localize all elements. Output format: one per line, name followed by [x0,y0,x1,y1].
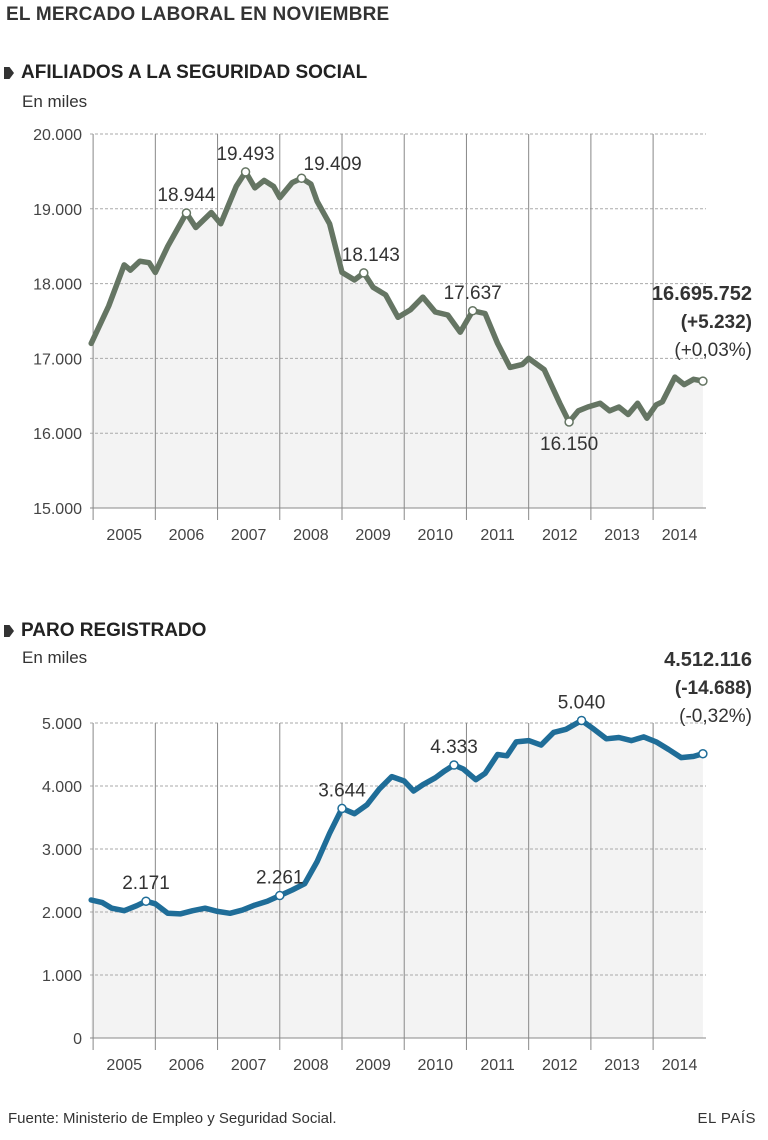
latest-value-label: 4.512.116 [664,649,752,671]
data-label: 19.409 [304,154,362,175]
chart1-header: AFILIADOS A LA SEGURIDAD SOCIAL [4,62,367,84]
latest-data-point [698,376,708,386]
x-tick-label-year: 2005 [106,1057,142,1074]
latest-percent-label: (+0,03%) [674,340,752,361]
y-tick-label: 4.000 [42,779,82,796]
chart1-title: AFILIADOS A LA SEGURIDAD SOCIAL [21,62,368,83]
x-tick-label-year: 2009 [355,527,391,544]
data-label: 2.261 [256,868,304,889]
annotated-data-point [141,896,151,906]
annotated-data-point [576,715,587,726]
x-tick-label-year: 2007 [231,527,267,544]
annotated-data-point [181,208,192,218]
annotated-data-point [359,268,369,278]
x-tick-label-year: 2011 [480,527,515,544]
data-label: 18.944 [157,185,216,206]
infographic-title: EL MERCADO LABORAL EN NOVIEMBRE [6,4,390,25]
x-tick-label-year: 2014 [662,527,698,544]
annotated-data-point [337,803,347,814]
section-marker-icon [4,625,14,637]
chart1-series-line [88,169,706,425]
data-label: 5.040 [558,692,606,713]
x-tick-label-year: 2006 [169,527,205,544]
y-tick-label: 5.000 [42,716,82,733]
x-tick-label-year: 2010 [418,1057,454,1074]
data-label: 19.493 [216,144,274,165]
y-tick-label: 1.000 [42,968,82,985]
y-tick-label: 3.000 [42,842,82,859]
annotated-data-point [467,306,478,316]
section-marker-icon [4,67,14,79]
data-label: 3.644 [318,780,366,801]
annotated-data-point [449,760,459,770]
brand-logo-text: EL PAÍS [697,1110,756,1127]
x-tick-label-year: 2008 [293,1057,329,1074]
data-label: 17.637 [444,283,502,304]
chart2-header: PARO REGISTRADO [4,620,206,642]
annotated-data-point [564,417,574,427]
annotated-data-point [240,167,251,177]
x-tick-label-year: 2011 [480,1057,515,1074]
chart2-series-line [88,717,706,917]
latest-percent-label: (-0,32%) [679,706,752,727]
x-tick-label-year: 2007 [231,1057,267,1074]
y-tick-label: 2.000 [42,905,82,922]
latest-value-label: 16.695.752 [652,283,752,305]
y-tick-label: 15.000 [33,501,82,518]
x-tick-label-year: 2009 [355,1057,391,1074]
y-tick-label: 0 [73,1031,82,1048]
x-tick-label-year: 2008 [293,527,329,544]
source-note: Fuente: Ministerio de Empleo y Seguridad… [8,1110,337,1127]
x-tick-label-year: 2013 [604,527,640,544]
x-tick-label-year: 2012 [542,527,578,544]
chart2-title: PARO REGISTRADO [21,620,207,641]
x-tick-label-year: 2013 [604,1057,640,1074]
annotated-data-point [275,890,285,901]
latest-data-point [698,748,708,759]
chart2-area-fill [91,720,703,1038]
y-tick-label: 19.000 [33,202,82,219]
y-tick-label: 20.000 [33,127,82,144]
chart2-unemployment-line-chart: 0 1.000 2.000 3.000 4.000 5.000 2005 2006 2007 20… [42,649,752,1074]
data-label: 16.150 [540,434,598,455]
data-label: 2.171 [122,873,170,894]
x-tick-label-year: 2012 [542,1057,578,1074]
x-tick-label-year: 2005 [106,527,142,544]
chart1-unit-label: En miles [22,92,88,111]
data-label: 18.143 [342,245,400,266]
annotated-data-point [296,173,307,183]
latest-change-label: (+5.232) [681,312,752,333]
data-label: 4.333 [430,737,478,758]
chart1-affiliates-line-chart: 15.000 16.000 17.000 18.000 19.000 20.000 2005… [33,127,752,544]
x-tick-label-year: 2014 [662,1057,698,1074]
chart2-unit-label: En miles [22,648,88,667]
y-tick-label: 18.000 [33,277,82,294]
latest-change-label: (-14.688) [675,678,752,699]
y-tick-label: 16.000 [33,426,82,443]
x-tick-label-year: 2010 [418,527,454,544]
y-tick-label: 17.000 [33,351,82,368]
x-tick-label-year: 2006 [169,1057,205,1074]
chart1-area-fill [91,171,703,508]
